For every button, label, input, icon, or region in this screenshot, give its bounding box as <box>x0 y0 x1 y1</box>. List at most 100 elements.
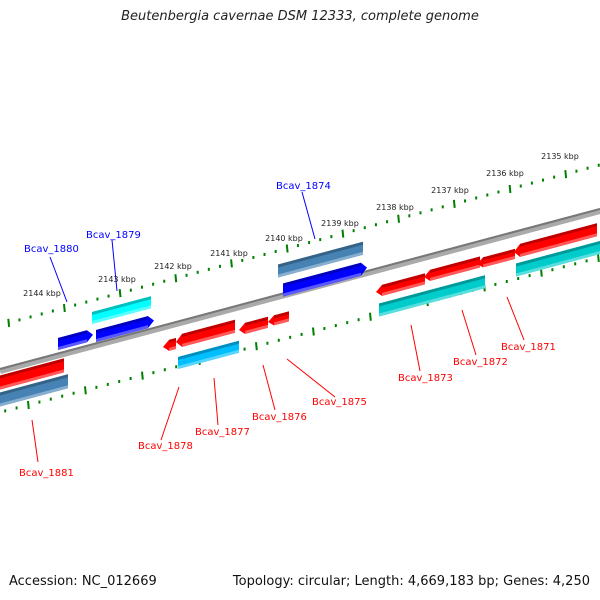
label-connector-line <box>410 324 421 372</box>
upper-tick-major <box>230 259 233 268</box>
feature-shade-bottom <box>516 251 600 277</box>
kbp-label: 2135 kbp <box>541 152 579 161</box>
gene-label-bcav-1881[interactable]: Bcav_1881 <box>19 468 74 479</box>
gene-bcav-1881 <box>0 374 68 407</box>
upper-tick-major <box>118 289 122 298</box>
gene-label-bcav-1878[interactable]: Bcav_1878 <box>138 441 193 452</box>
feature-body <box>379 275 485 317</box>
gene-label-bcav-1879[interactable]: Bcav_1879 <box>86 230 141 241</box>
lower-tick-major <box>597 253 600 263</box>
feature-shade-top <box>278 241 363 268</box>
feature-body <box>278 241 363 278</box>
label-lines <box>31 191 525 463</box>
feature-shade-bottom <box>178 349 239 369</box>
gene-label-bcav-1877[interactable]: Bcav_1877 <box>195 427 250 438</box>
upper-tick-major <box>452 199 456 208</box>
label-connector-line <box>49 256 68 303</box>
feature-shade-top <box>96 316 148 333</box>
upper-tick-major <box>63 303 66 313</box>
feature-shade-bottom <box>520 233 597 257</box>
label-connector-line <box>31 419 39 463</box>
feature-shade-bottom <box>245 324 268 334</box>
cds-bcav-1878 <box>163 338 176 351</box>
feature-shade-top <box>0 358 64 379</box>
label-connector-line <box>506 296 525 341</box>
label-connector-line <box>301 191 316 240</box>
lower-tick-major <box>84 386 87 395</box>
feature-shade-top <box>520 223 597 247</box>
feature-shade-bottom <box>382 281 425 296</box>
gene-label-bcav-1874[interactable]: Bcav_1874 <box>276 181 331 192</box>
gene-label-bcav-1873[interactable]: Bcav_1873 <box>398 373 453 384</box>
label-connector-line <box>262 364 276 411</box>
gene-bcav-1870 <box>516 241 600 277</box>
kbp-label: 2142 kbp <box>154 262 192 271</box>
cds-bcav-1870 <box>514 223 597 257</box>
feature-shade-top <box>430 256 480 273</box>
feature-shade-top <box>274 311 289 319</box>
feature-shade-bottom <box>379 285 485 317</box>
cds-bcav-1872 <box>424 256 480 281</box>
cds-bcav-1873 <box>376 273 425 296</box>
cds-bcav-1874 <box>283 262 367 297</box>
kbp-label: 2141 kbp <box>210 249 248 258</box>
cds-bcav-1877 <box>176 319 235 347</box>
gene-bcav-1874 <box>278 241 363 278</box>
cds-bcav-1875 <box>268 311 289 326</box>
gene-label-bcav-1875[interactable]: Bcav_1875 <box>312 397 367 408</box>
kbp-label: 2138 kbp <box>376 203 414 212</box>
feature-shade-top <box>178 340 239 360</box>
features <box>0 223 600 407</box>
feature-shade-bottom <box>274 318 289 326</box>
feature-shade-top <box>182 319 235 337</box>
gene-labels: Bcav_1880 Bcav_1879 Bcav_1874 <box>24 181 331 255</box>
feature-shade-bottom <box>58 339 87 350</box>
feature-shade-top <box>382 273 425 288</box>
kbp-label: 2139 kbp <box>321 219 359 228</box>
label-connector-line <box>160 386 180 441</box>
feature-shade-top <box>58 330 87 341</box>
gene-label-bcav-1872[interactable]: Bcav_1872 <box>453 357 508 368</box>
feature-shade-bottom <box>278 251 363 278</box>
feature-shade-bottom <box>483 255 515 268</box>
lower-tick-major <box>255 342 258 351</box>
gene-label-bcav-1880[interactable]: Bcav_1880 <box>24 244 79 255</box>
feature-body <box>92 296 151 324</box>
feature-shade-bottom <box>169 346 176 351</box>
lower-tick-major <box>540 268 543 277</box>
gene-bcav-1873-1872 <box>379 275 485 317</box>
cds-bcav-1880 <box>58 330 93 350</box>
upper-tick-major <box>508 184 512 194</box>
upper-tick-major <box>285 244 289 253</box>
feature-shade-bottom <box>283 272 361 297</box>
feature-body <box>178 340 239 369</box>
upper-tick-major <box>397 214 400 223</box>
gene-label-bcav-1876[interactable]: Bcav_1876 <box>252 412 307 423</box>
feature-shade-top <box>92 296 151 315</box>
feature-shade-bottom <box>430 264 480 281</box>
feature-shade-bottom <box>0 385 68 407</box>
gene-bcav-1877 <box>178 340 239 369</box>
cds-bcav-1881 <box>0 358 64 390</box>
cds-bcav-1879 <box>96 316 154 342</box>
upper-tick-major <box>174 274 178 283</box>
label-connector-line <box>461 309 477 356</box>
gene-label-bcav-1871[interactable]: Bcav_1871 <box>501 342 556 353</box>
kbp-labels: 2144 kbp 2143 kbp 2142 kbp 2141 kbp 2140… <box>23 152 579 298</box>
kbp-label: 2144 kbp <box>23 289 61 298</box>
feature-shade-bottom <box>182 329 235 347</box>
lower-tick-major <box>369 312 372 321</box>
lower-tick-major <box>141 371 144 380</box>
feature-body <box>0 358 64 390</box>
upper-tick-major <box>7 318 11 327</box>
kbp-label: 2140 kbp <box>265 234 303 243</box>
label-connector-line <box>213 377 219 426</box>
feature-shade-bottom <box>96 325 148 342</box>
upper-tick-major <box>341 229 345 238</box>
feature-shade-top <box>379 275 485 307</box>
cds-bcav-1871 <box>477 248 515 268</box>
feature-body <box>0 374 68 407</box>
feature-shade-bottom <box>92 305 151 324</box>
cds-bcav-1876 <box>239 316 268 334</box>
